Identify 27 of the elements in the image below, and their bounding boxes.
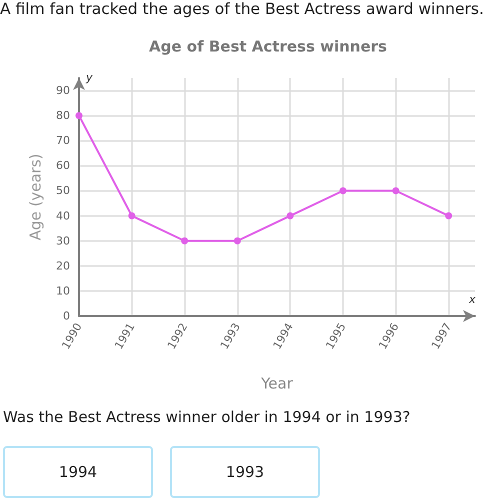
y-tick-label: 90 <box>56 84 70 98</box>
y-tick-label: 40 <box>56 209 70 222</box>
y-tick-label: 70 <box>56 134 70 148</box>
point <box>286 212 294 220</box>
x-axis-title: Year <box>260 374 294 392</box>
text: A film fan tracked the ages of the Best Actress award winners. <box>0 0 484 18</box>
point <box>445 212 452 220</box>
y-tick-label: 30 <box>56 234 70 248</box>
y-tick-label: 0 <box>63 310 70 322</box>
y-tick-label: 80 <box>56 109 70 122</box>
chart-title: Age of Best Actress winners <box>149 38 388 56</box>
point <box>128 212 136 220</box>
y-tick-label: 50 <box>56 184 70 198</box>
y-axis-title: Age (years) <box>26 154 44 240</box>
y-tick-label: 60 <box>56 159 70 172</box>
point <box>181 237 188 244</box>
answer-button[interactable]: 1993 <box>170 446 320 498</box>
point <box>76 112 82 120</box>
answer-button[interactable]: 1994 <box>3 446 153 498</box>
y-tick-label: 20 <box>56 259 70 272</box>
annotation: y <box>85 71 93 84</box>
annotation: x <box>468 293 476 306</box>
y-tick-label: 10 <box>56 284 70 298</box>
point <box>392 187 400 194</box>
point <box>340 187 346 194</box>
text: Was the Best Actress winner older in 1994 or in 1993? <box>3 408 410 426</box>
point <box>234 237 241 244</box>
